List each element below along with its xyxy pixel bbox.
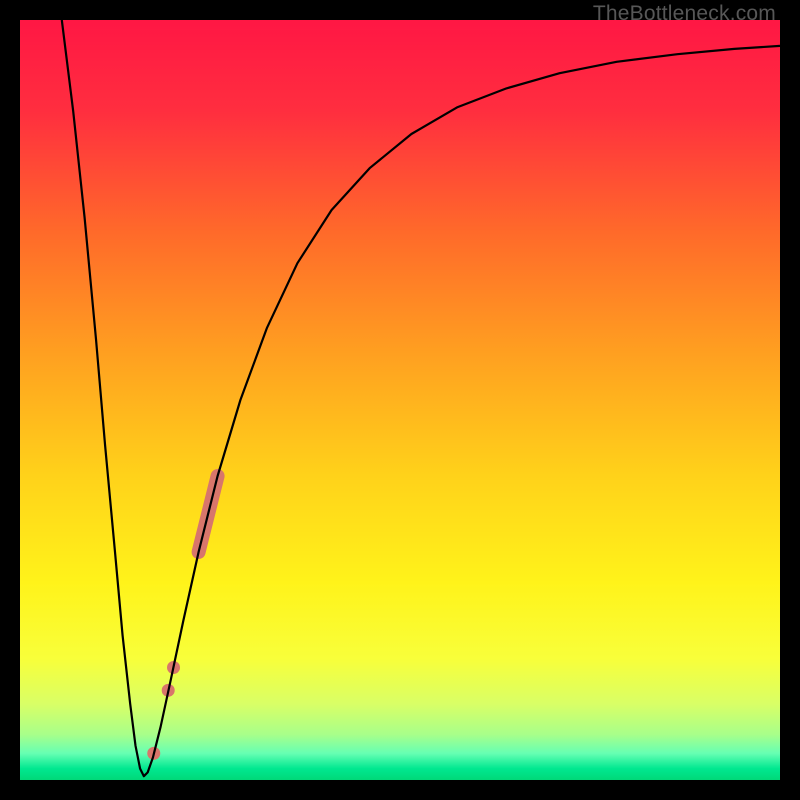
plot-background	[20, 20, 780, 780]
chart-plot	[20, 20, 780, 780]
chart-frame: TheBottleneck.com	[0, 0, 800, 800]
